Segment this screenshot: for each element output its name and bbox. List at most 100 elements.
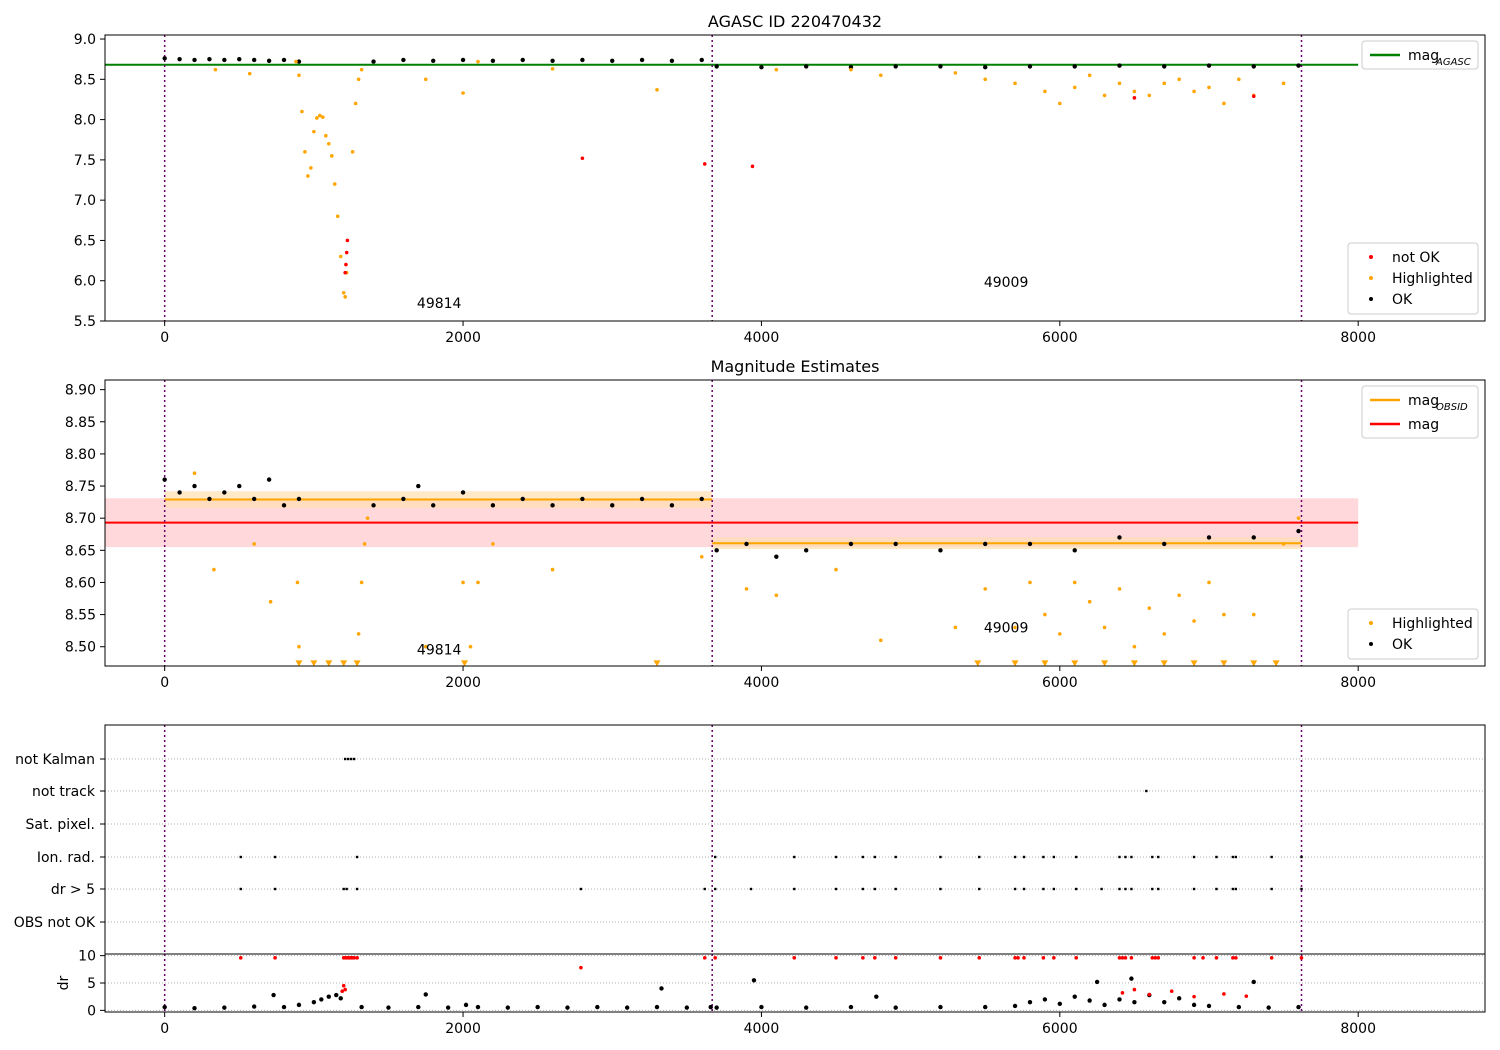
data-point <box>1123 956 1128 960</box>
flag-event-mark <box>873 855 877 859</box>
data-point <box>1117 997 1122 1002</box>
data-point <box>714 1005 719 1010</box>
flag-event-mark <box>1145 789 1148 793</box>
data-point <box>610 58 615 63</box>
x-tick-label: 8000 <box>1340 330 1376 346</box>
data-point <box>699 496 704 502</box>
flag-event-mark <box>793 887 796 891</box>
data-point <box>1222 612 1226 617</box>
data-point <box>1130 660 1138 667</box>
data-point <box>834 956 838 960</box>
data-point <box>192 1005 197 1011</box>
flag-event-mark <box>713 887 717 891</box>
data-point <box>460 57 466 63</box>
data-point <box>341 983 346 988</box>
flag-event-mark <box>1013 855 1017 859</box>
data-point <box>699 554 704 559</box>
legend-point-swatch <box>1369 642 1373 646</box>
data-point <box>212 567 216 572</box>
data-point <box>326 141 331 146</box>
data-point <box>714 548 719 553</box>
data-point <box>803 64 809 69</box>
data-point <box>1266 1005 1271 1010</box>
obsid-label: 49814 <box>417 296 462 312</box>
data-point <box>1027 999 1033 1005</box>
data-point <box>1150 956 1155 960</box>
data-point <box>1206 1003 1212 1009</box>
flag-row-label: Ion. rad. <box>37 850 95 866</box>
data-point <box>1094 979 1100 985</box>
data-point <box>319 997 324 1002</box>
data-point <box>341 291 346 295</box>
flag-event-mark <box>1130 855 1133 859</box>
data-point <box>983 587 988 591</box>
flag-event-mark <box>894 887 897 891</box>
panel-flags: not Kalman not track Sat. pixel. Ion. rad. d… <box>14 724 1486 955</box>
data-point <box>535 1004 540 1010</box>
flag-event-mark <box>343 757 347 761</box>
data-point <box>281 503 287 508</box>
data-point <box>714 64 719 69</box>
flag-event-mark <box>1234 887 1238 891</box>
data-point <box>1190 660 1198 667</box>
y-tick-label: 8.60 <box>65 575 96 591</box>
data-point <box>268 599 273 604</box>
flag-event-mark <box>1231 887 1235 891</box>
flag-event-mark <box>861 855 865 859</box>
data-point <box>338 996 343 1001</box>
data-point <box>359 1004 364 1010</box>
data-point <box>295 580 300 585</box>
data-point <box>251 57 257 63</box>
data-point <box>953 625 958 630</box>
data-point <box>1072 64 1077 69</box>
data-point <box>1234 956 1238 960</box>
data-point <box>938 64 943 69</box>
data-point <box>579 965 583 970</box>
data-point <box>237 483 242 489</box>
data-point <box>1296 516 1301 520</box>
data-point <box>803 548 809 553</box>
data-point <box>1042 997 1048 1002</box>
data-point <box>759 65 764 70</box>
data-point <box>273 956 277 960</box>
data-point <box>938 548 943 553</box>
data-point <box>222 1005 227 1010</box>
legend-box <box>1361 40 1479 70</box>
data-point <box>744 541 749 547</box>
data-point <box>751 978 757 983</box>
y-tick-label: 6.0 <box>74 274 96 290</box>
flag-event-mark <box>1100 887 1103 891</box>
data-point <box>1272 660 1280 667</box>
data-point <box>639 496 645 502</box>
legend-point-swatch <box>1369 621 1373 625</box>
data-point <box>192 483 197 489</box>
flag-event-mark <box>873 887 877 891</box>
data-point <box>1087 73 1092 78</box>
data-point <box>1057 1001 1063 1006</box>
data-point <box>1160 660 1168 667</box>
data-point <box>1251 979 1256 985</box>
data-point <box>252 542 256 546</box>
legend-label-subscript: OBSID <box>1436 402 1468 413</box>
data-point <box>324 133 328 138</box>
legend-label: OK <box>1392 637 1413 653</box>
data-point <box>1027 541 1033 547</box>
data-point <box>416 483 421 489</box>
data-point <box>359 67 364 72</box>
data-point <box>335 214 340 219</box>
data-point <box>461 91 465 95</box>
data-point <box>1207 85 1211 90</box>
data-point <box>192 57 197 63</box>
x-tick-label: 6000 <box>1042 675 1078 691</box>
legend-label: mag <box>1408 417 1439 433</box>
data-point <box>1222 992 1226 996</box>
data-point <box>1162 64 1167 69</box>
data-point <box>655 87 659 92</box>
data-point <box>774 593 779 598</box>
data-point <box>352 956 356 960</box>
data-point <box>1016 956 1020 960</box>
data-point <box>238 956 243 960</box>
y-tick-label: 8.55 <box>65 608 96 624</box>
data-point <box>861 956 865 960</box>
